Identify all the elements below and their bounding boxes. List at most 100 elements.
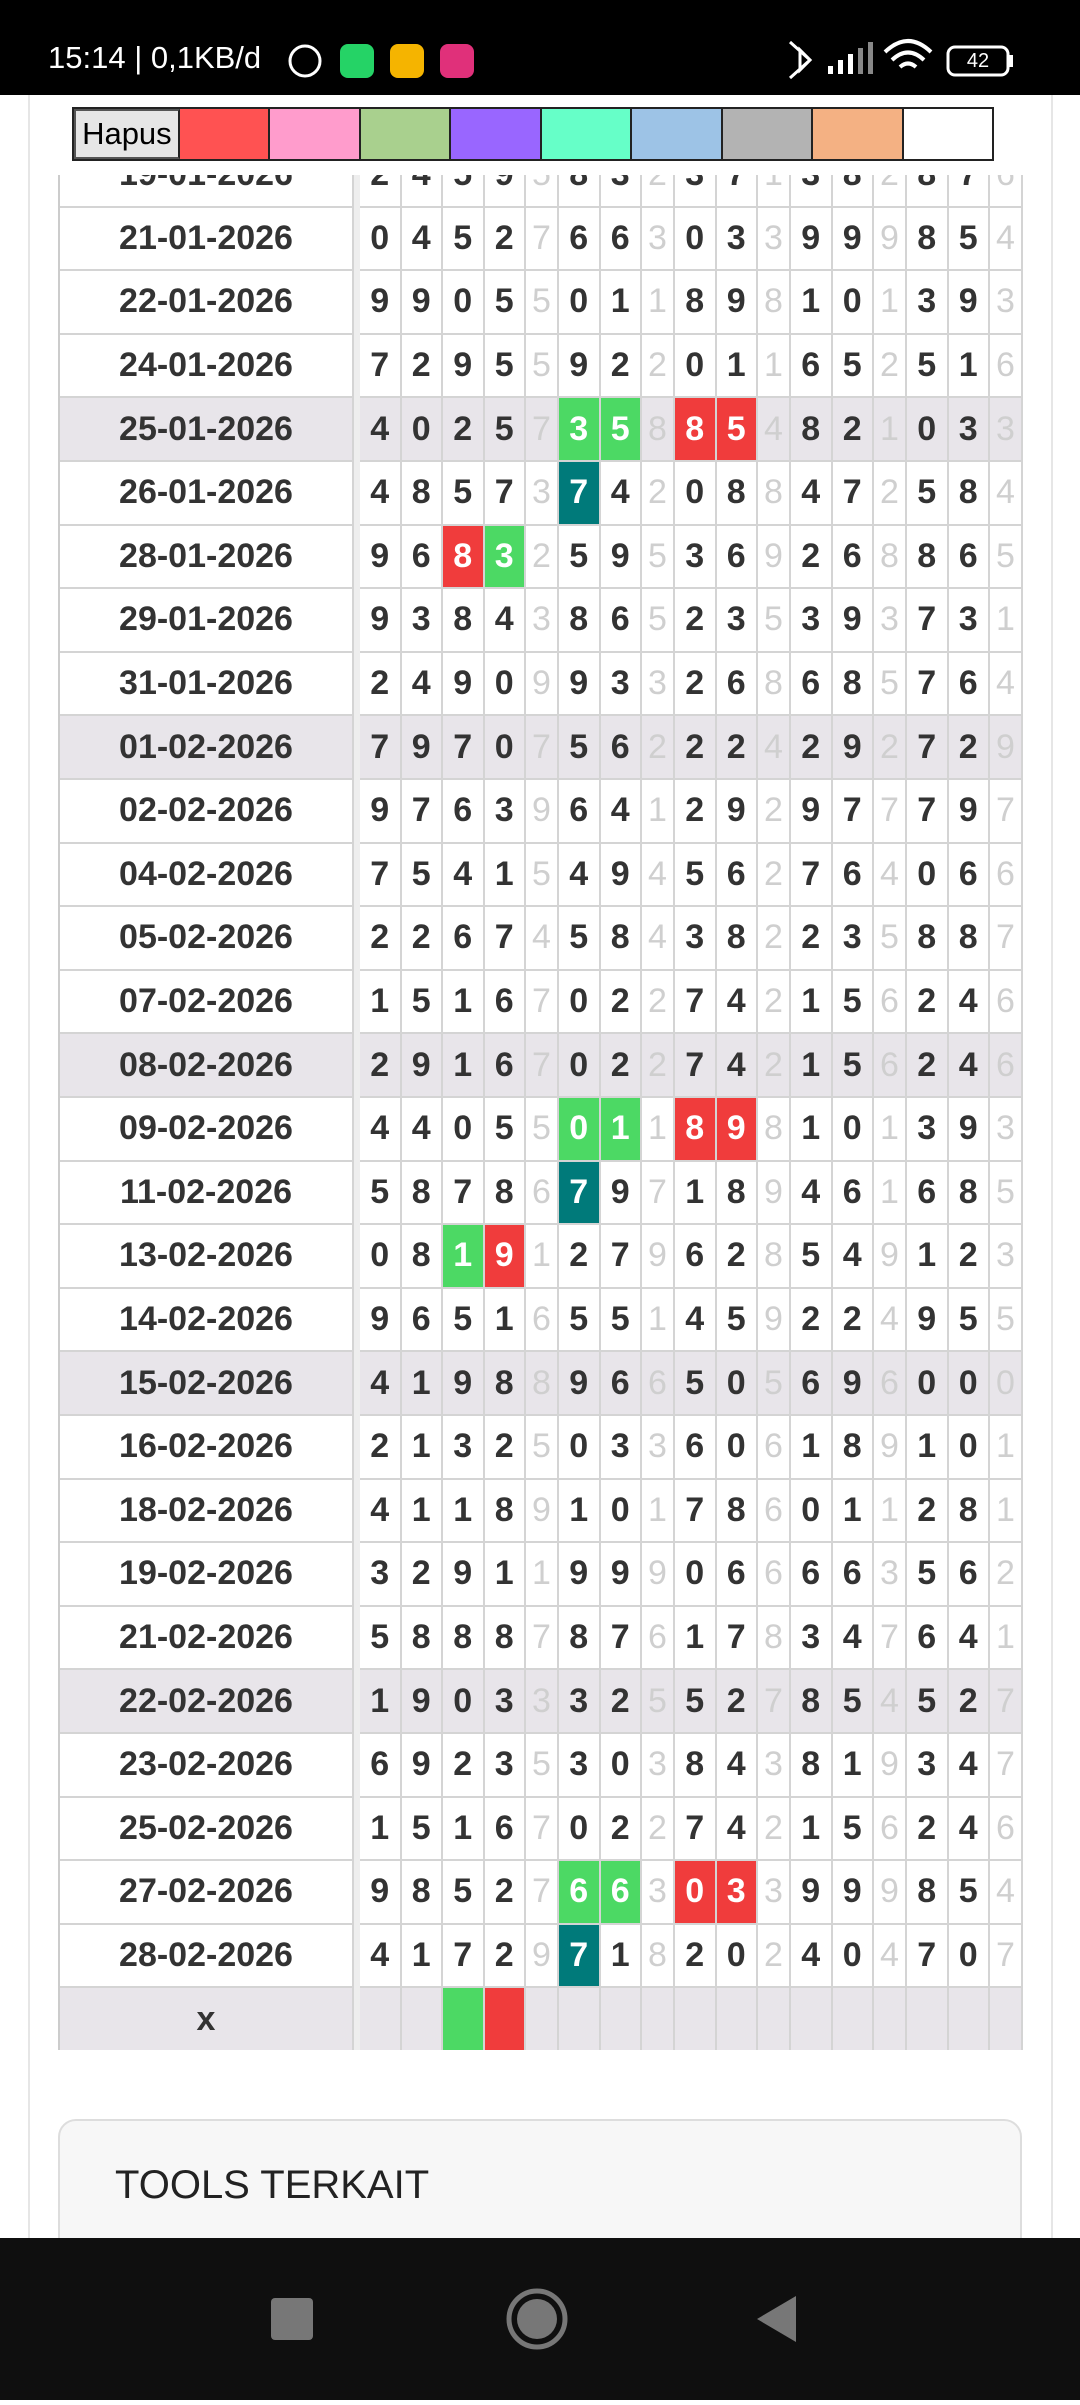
digit-cell[interactable]: 4: [401, 175, 443, 208]
digit-cell[interactable]: 5: [559, 1288, 601, 1353]
digit-cell[interactable]: 5: [526, 271, 559, 335]
digit-cell[interactable]: 9: [484, 1225, 526, 1289]
digit-cell[interactable]: 5: [360, 1606, 402, 1671]
digit-cell[interactable]: 0: [443, 1098, 485, 1162]
digit-cell[interactable]: 6: [484, 1034, 526, 1098]
digit-cell[interactable]: 0: [360, 207, 402, 272]
digit-cell[interactable]: 1: [443, 1797, 485, 1862]
digit-cell[interactable]: 2: [642, 970, 675, 1035]
digit-cell[interactable]: 9: [526, 652, 559, 717]
digit-cell[interactable]: 2: [758, 907, 791, 971]
digit-cell[interactable]: 3: [907, 271, 949, 335]
digit-cell[interactable]: 3: [484, 1734, 526, 1798]
digit-cell[interactable]: 4: [360, 462, 402, 526]
digit-cell[interactable]: [559, 1988, 601, 2050]
digit-cell[interactable]: 2: [758, 1797, 791, 1862]
digit-cell[interactable]: 1: [484, 1288, 526, 1353]
digit-cell[interactable]: 2: [675, 1924, 717, 1989]
digit-cell[interactable]: 0: [716, 1416, 758, 1480]
digit-cell[interactable]: 5: [948, 1861, 990, 1925]
color-swatch[interactable]: [179, 109, 271, 159]
digit-cell[interactable]: 1: [791, 1797, 833, 1862]
digit-cell[interactable]: 1: [874, 1479, 907, 1544]
digit-cell[interactable]: 2: [443, 398, 485, 462]
digit-cell[interactable]: 7: [675, 1797, 717, 1862]
digit-cell[interactable]: 2: [360, 907, 402, 971]
digit-cell[interactable]: 3: [642, 1861, 675, 1925]
digit-cell[interactable]: 5: [484, 334, 526, 399]
digit-cell[interactable]: 3: [559, 1734, 601, 1798]
digit-cell[interactable]: 2: [948, 1670, 990, 1734]
color-swatch[interactable]: [632, 109, 723, 159]
digit-cell[interactable]: 5: [559, 907, 601, 971]
digit-cell[interactable]: 3: [526, 462, 559, 526]
digit-cell[interactable]: 7: [642, 1161, 675, 1226]
color-swatch[interactable]: [903, 109, 992, 159]
digit-cell[interactable]: 7: [360, 334, 402, 399]
digit-cell[interactable]: 9: [443, 1352, 485, 1416]
digit-cell[interactable]: 1: [600, 1924, 642, 1989]
digit-cell[interactable]: 8: [484, 1479, 526, 1544]
digit-cell[interactable]: 7: [484, 907, 526, 971]
digit-cell[interactable]: 6: [716, 843, 758, 908]
digit-cell[interactable]: 8: [484, 1161, 526, 1226]
digit-cell[interactable]: 9: [559, 652, 601, 717]
digit-cell[interactable]: 4: [990, 652, 1023, 717]
digit-cell[interactable]: 9: [559, 334, 601, 399]
digit-cell[interactable]: 1: [642, 1098, 675, 1162]
digit-cell[interactable]: 4: [716, 1797, 758, 1862]
digit-cell[interactable]: 6: [443, 907, 485, 971]
digit-cell[interactable]: 2: [832, 398, 874, 462]
digit-cell[interactable]: 5: [401, 970, 443, 1035]
digit-cell[interactable]: 6: [716, 652, 758, 717]
digit-cell[interactable]: 3: [600, 175, 642, 208]
digit-cell[interactable]: 9: [874, 207, 907, 272]
digit-cell[interactable]: 4: [559, 843, 601, 908]
digit-cell[interactable]: 6: [990, 970, 1023, 1035]
digit-cell[interactable]: 5: [443, 175, 485, 208]
digit-cell[interactable]: 6: [484, 1797, 526, 1862]
digit-cell[interactable]: 4: [990, 207, 1023, 272]
digit-cell[interactable]: 6: [874, 1797, 907, 1862]
digit-cell[interactable]: 3: [484, 1670, 526, 1734]
digit-cell[interactable]: 0: [401, 398, 443, 462]
digit-cell[interactable]: 9: [758, 1288, 791, 1353]
digit-cell[interactable]: 1: [401, 1416, 443, 1480]
digit-cell[interactable]: 6: [907, 1161, 949, 1226]
digit-cell[interactable]: 2: [401, 907, 443, 971]
digit-cell[interactable]: 3: [990, 1098, 1023, 1162]
digit-cell[interactable]: 2: [874, 175, 907, 208]
digit-cell[interactable]: 5: [874, 652, 907, 717]
digit-cell[interactable]: 6: [791, 334, 833, 399]
digit-cell[interactable]: 0: [675, 462, 717, 526]
digit-cell[interactable]: 9: [642, 1225, 675, 1289]
digit-cell[interactable]: 9: [559, 1352, 601, 1416]
digit-cell[interactable]: 6: [600, 716, 642, 780]
digit-cell[interactable]: 0: [559, 970, 601, 1035]
digit-cell[interactable]: 1: [360, 1670, 402, 1734]
digit-cell[interactable]: 5: [526, 843, 559, 908]
digit-cell[interactable]: 4: [990, 1861, 1023, 1925]
digit-cell[interactable]: 3: [484, 780, 526, 844]
digit-cell[interactable]: 7: [360, 716, 402, 780]
digit-cell[interactable]: 9: [874, 1416, 907, 1480]
digit-cell[interactable]: 7: [526, 1797, 559, 1862]
digit-cell[interactable]: 4: [791, 1161, 833, 1226]
digit-cell[interactable]: 1: [600, 271, 642, 335]
digit-cell[interactable]: 5: [675, 1670, 717, 1734]
digit-cell[interactable]: 6: [948, 843, 990, 908]
digit-cell[interactable]: [642, 1988, 675, 2050]
digit-cell[interactable]: 5: [832, 1797, 874, 1862]
digit-cell[interactable]: 1: [990, 589, 1023, 653]
digit-cell[interactable]: 2: [642, 716, 675, 780]
digit-cell[interactable]: 6: [832, 1161, 874, 1226]
digit-cell[interactable]: 2: [791, 907, 833, 971]
digit-cell[interactable]: 3: [874, 1543, 907, 1607]
digit-cell[interactable]: 7: [526, 1606, 559, 1671]
digit-cell[interactable]: 0: [443, 271, 485, 335]
digit-cell[interactable]: 2: [832, 1288, 874, 1353]
digit-cell[interactable]: 9: [401, 716, 443, 780]
digit-cell[interactable]: 3: [791, 589, 833, 653]
digit-cell[interactable]: 1: [948, 334, 990, 399]
digit-cell[interactable]: 2: [675, 716, 717, 780]
